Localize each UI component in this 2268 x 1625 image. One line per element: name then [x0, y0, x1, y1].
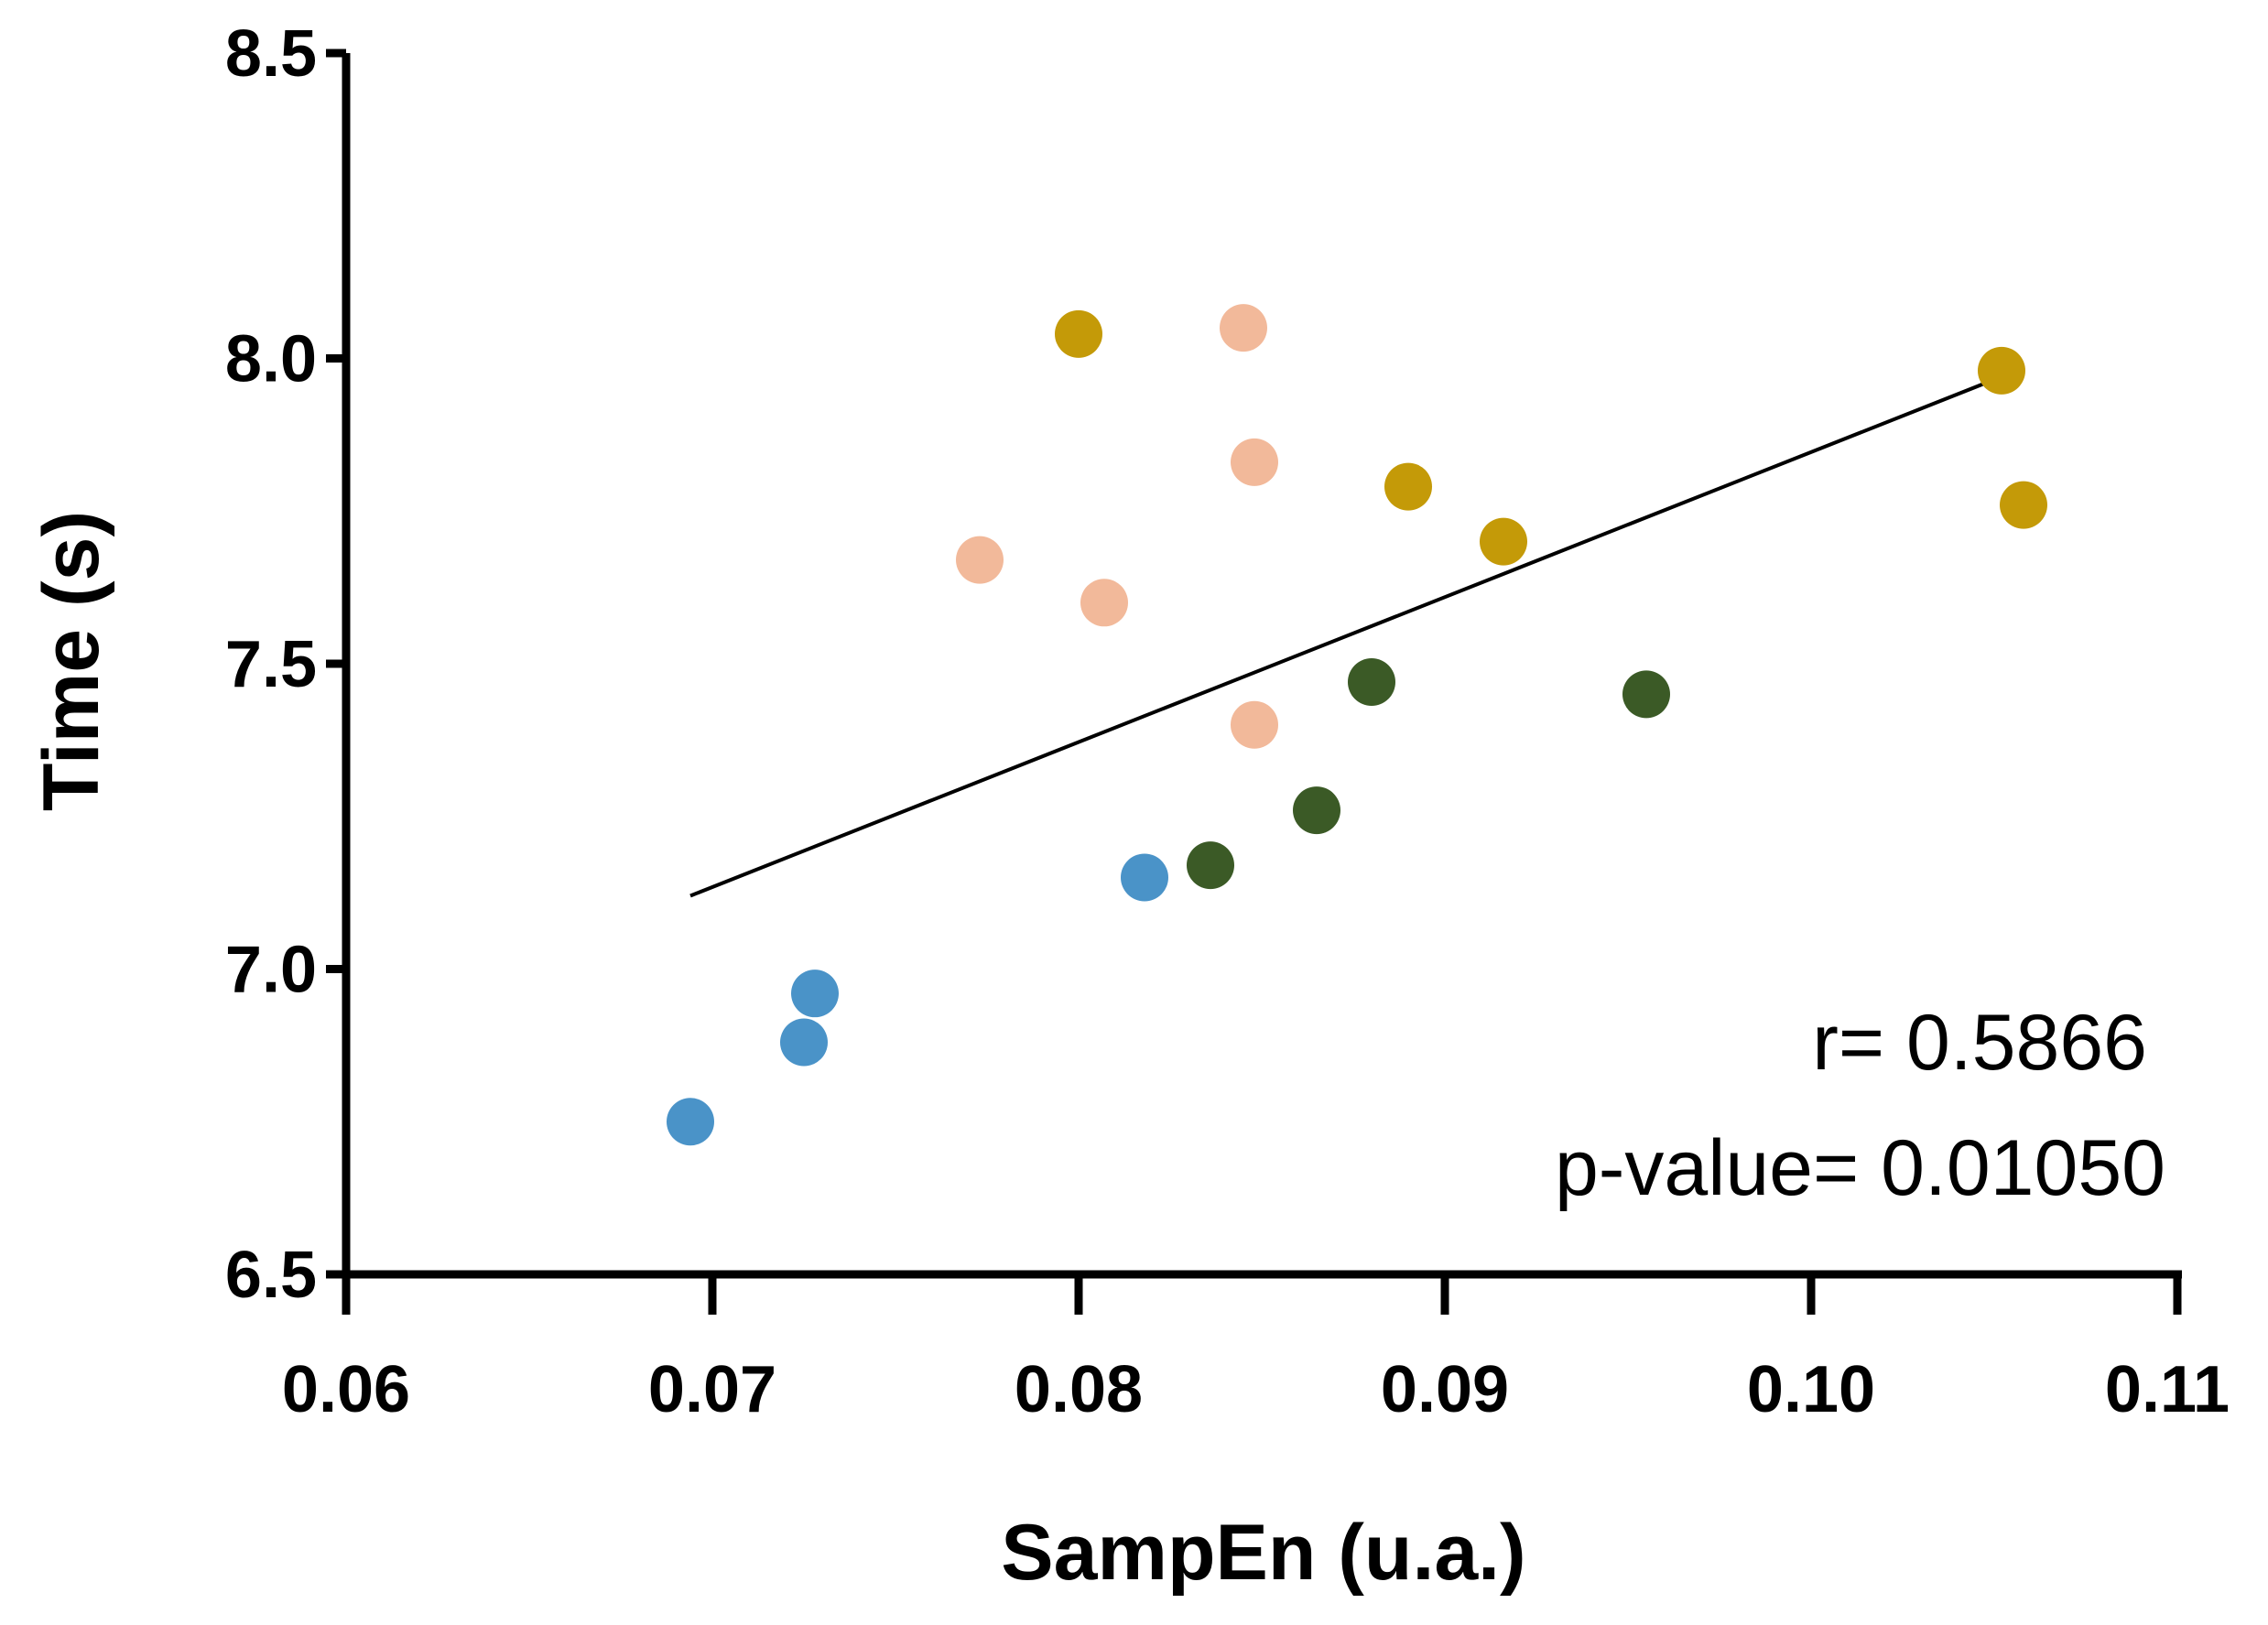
data-point-dark-green	[1622, 670, 1670, 719]
regression-line	[689, 374, 2002, 898]
p-value-annotation: p-value= 0.01050	[1555, 1124, 2165, 1212]
x-tick-label: 0.08	[1015, 1353, 1143, 1426]
x-tick-label: 0.07	[648, 1353, 776, 1426]
data-point-gold	[1978, 346, 2025, 395]
y-tick-label: 8.0	[225, 323, 317, 396]
x-tick-label: 0.09	[1381, 1353, 1509, 1426]
data-point-blue	[780, 1018, 828, 1067]
data-point-blue	[1121, 853, 1168, 902]
data-point-peach	[1231, 438, 1278, 486]
data-point-gold	[1480, 517, 1527, 566]
data-point-gold	[1384, 462, 1432, 511]
data-point-blue	[791, 970, 839, 1018]
data-point-blue	[667, 1098, 714, 1146]
data-point-peach	[1231, 700, 1278, 749]
data-point-gold	[2000, 481, 2047, 529]
data-points	[667, 304, 2047, 1146]
y-ticks: 6.5 7.0 7.5 8.0 8.5	[225, 17, 346, 1312]
data-point-peach	[1080, 579, 1128, 627]
x-tick-label: 0.11	[2105, 1353, 2230, 1426]
data-point-gold	[1055, 309, 1102, 358]
data-point-peach	[956, 536, 1004, 584]
y-tick-label: 8.5	[225, 17, 317, 91]
data-point-dark-green	[1348, 658, 1395, 707]
x-tick-label: 0.06	[282, 1353, 410, 1426]
y-tick-label: 7.0	[225, 934, 317, 1007]
data-point-dark-green	[1293, 786, 1340, 835]
x-ticks: 0.06 0.07 0.08 0.09 0.10 0.11	[282, 1274, 2230, 1426]
x-axis-title: SampEn (u.a.)	[1001, 1509, 1525, 1597]
r-value-annotation: r= 0.5866	[1812, 999, 2147, 1087]
data-point-peach	[1220, 304, 1267, 352]
y-tick-label: 6.5	[225, 1239, 317, 1312]
y-axis-title: Time (s)	[27, 511, 115, 811]
x-tick-label: 0.10	[1747, 1353, 1875, 1426]
y-tick-label: 7.5	[225, 628, 317, 701]
data-point-dark-green	[1187, 841, 1234, 890]
